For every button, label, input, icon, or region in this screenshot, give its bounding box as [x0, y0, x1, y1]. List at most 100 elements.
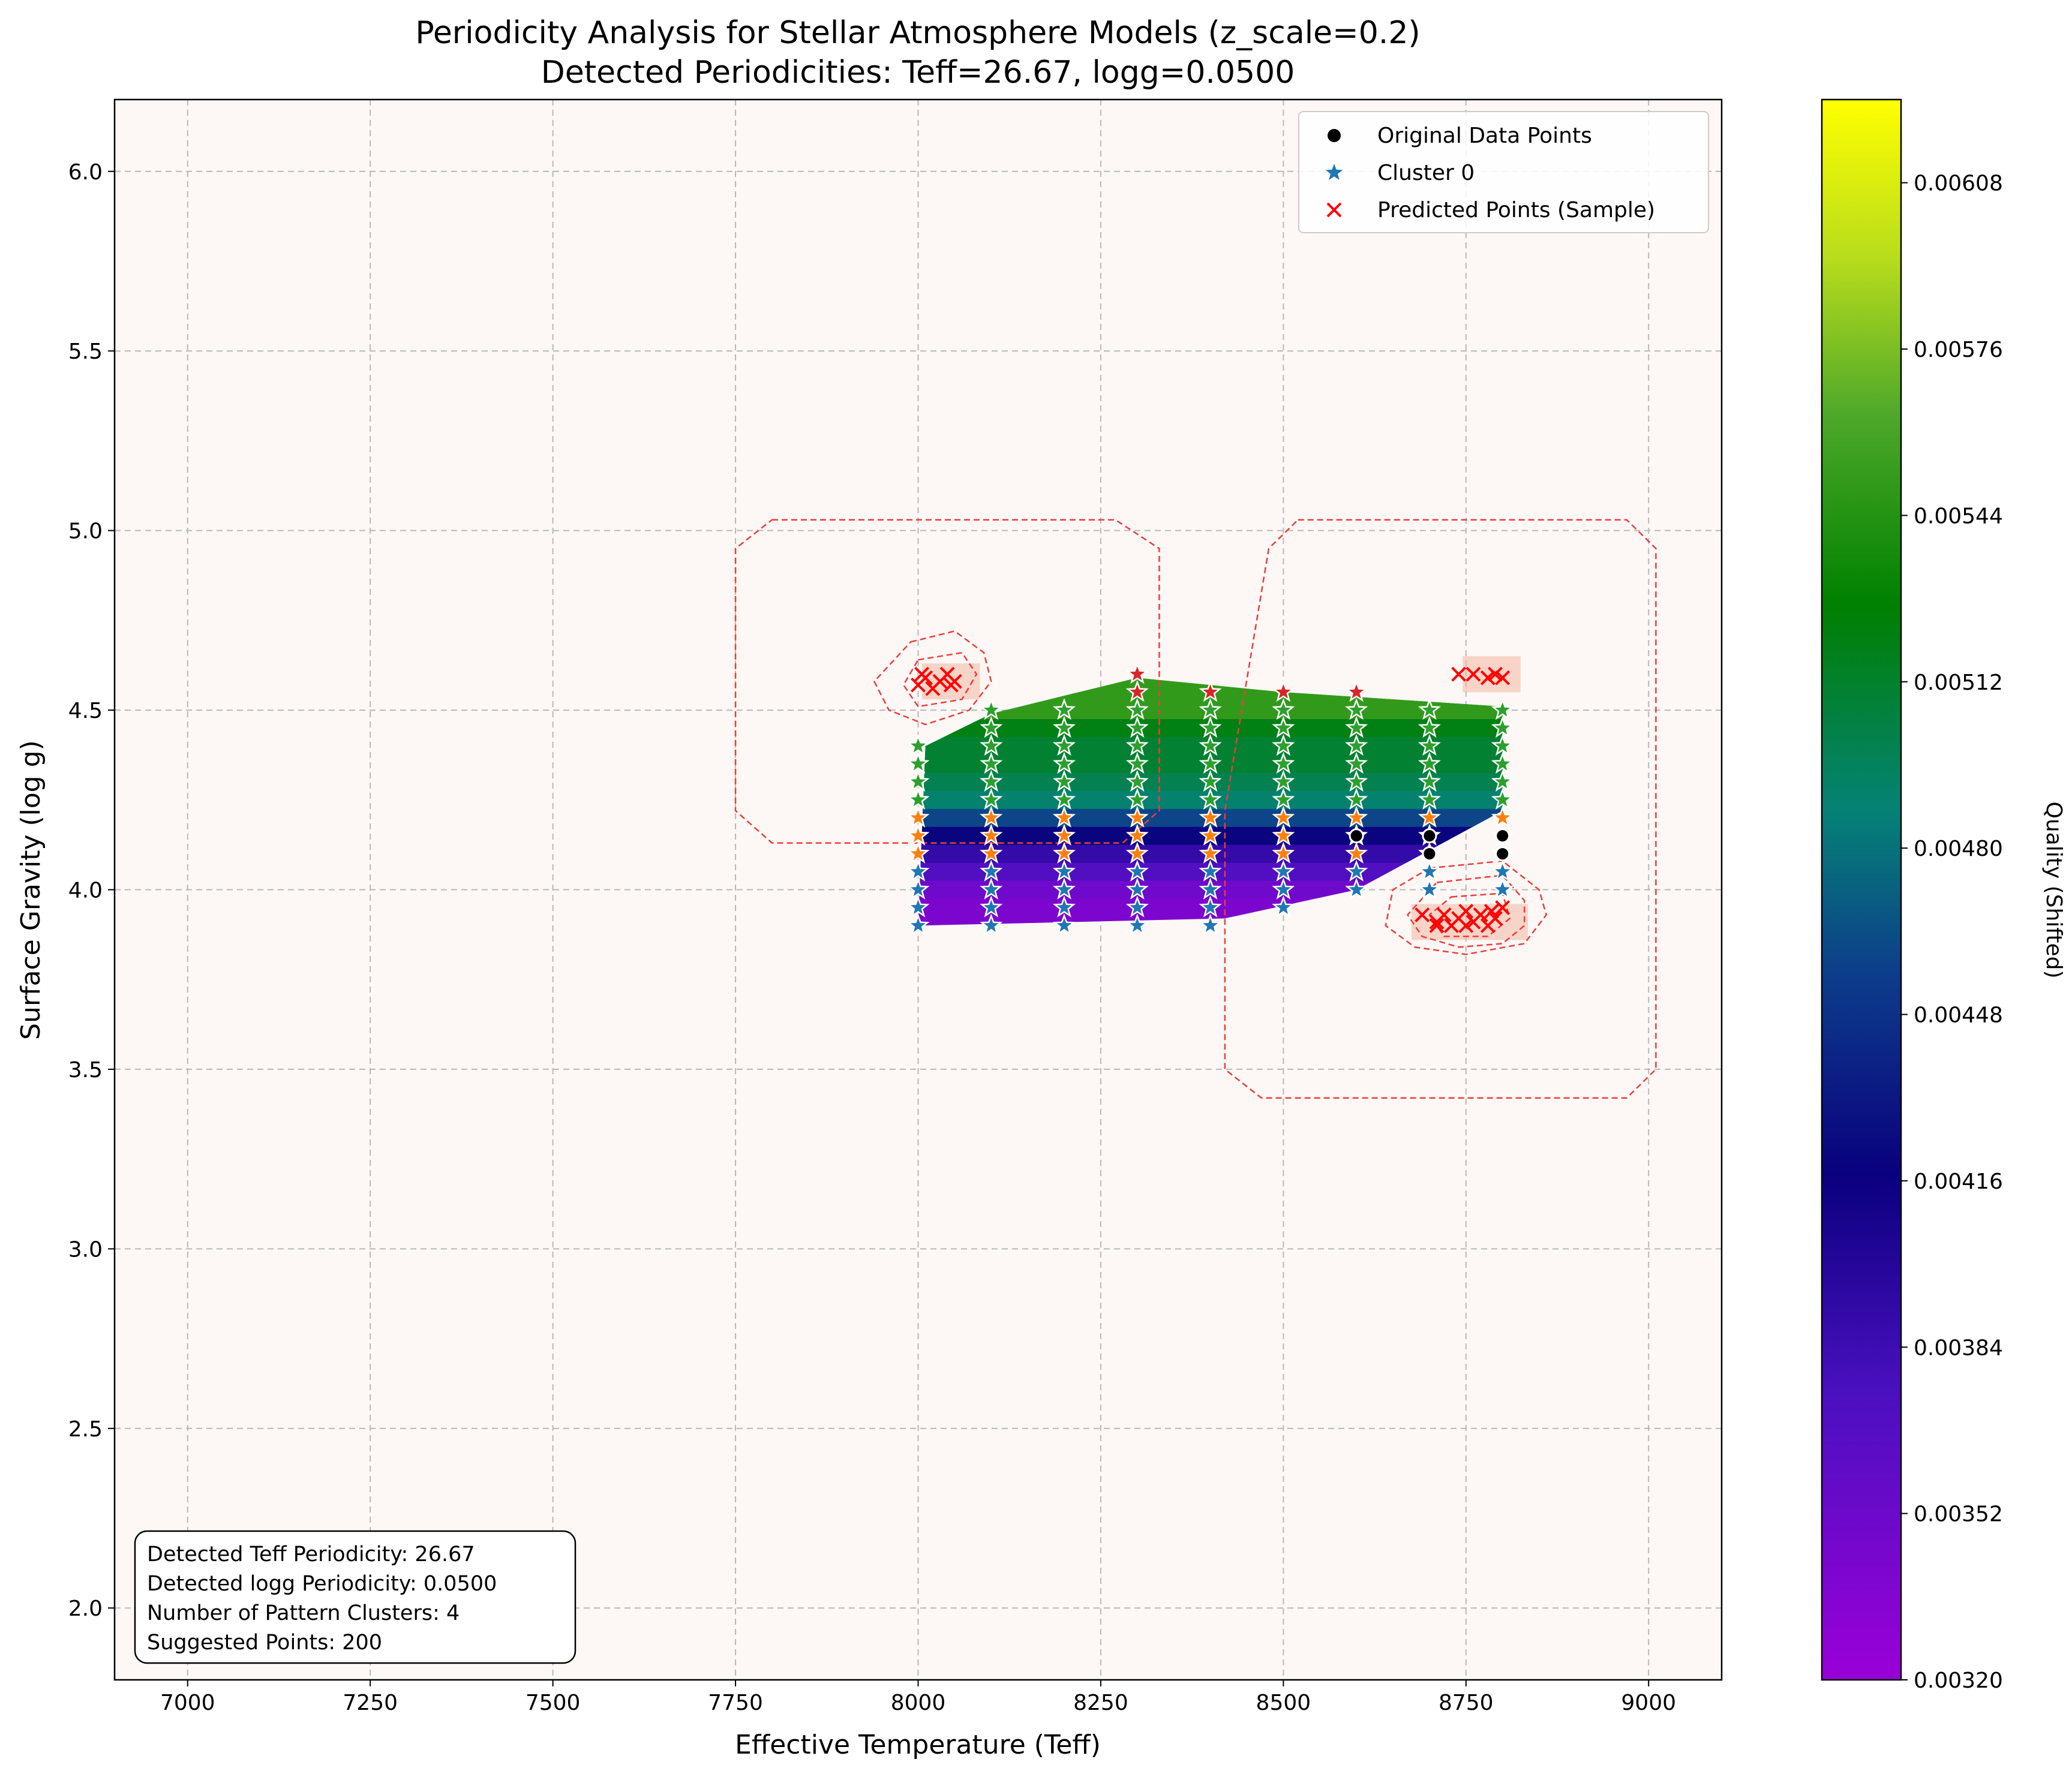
cluster-star	[1422, 738, 1437, 753]
predicted-point-stroke	[1436, 907, 1452, 922]
predicted-point	[1473, 907, 1488, 922]
predicted-point	[1429, 918, 1445, 933]
info-cluster-count: Number of Pattern Clusters: 4	[147, 1601, 460, 1625]
cluster-star	[1203, 864, 1218, 879]
cluster-star	[1056, 846, 1072, 861]
cluster-star	[983, 864, 999, 879]
original-point	[1422, 828, 1437, 844]
y-axis-label: Surface Gravity (log g)	[16, 740, 46, 1040]
predicted-point	[1436, 907, 1452, 922]
predicted-point	[1484, 904, 1499, 919]
cluster-star	[983, 738, 999, 753]
cluster-star	[1495, 720, 1510, 735]
original-point	[1349, 828, 1364, 844]
cluster-star	[1203, 702, 1218, 717]
cluster-star	[1276, 828, 1291, 843]
cluster-star	[1422, 864, 1437, 879]
cluster-star	[1130, 720, 1145, 735]
y-tick-label: 3.5	[68, 1058, 103, 1083]
density-patch	[922, 663, 980, 700]
cluster-star	[1349, 792, 1364, 807]
legend-circle-icon	[1328, 129, 1341, 142]
cluster-star	[1203, 810, 1218, 825]
predicted-point-stroke	[943, 677, 959, 693]
cluster-star	[1495, 882, 1510, 896]
contour-line	[1224, 519, 1657, 1099]
colorbar-tick-label: 0.00480	[1914, 837, 2003, 861]
x-tick-label: 8250	[1073, 1691, 1128, 1715]
colorbar-tick-label: 0.00512	[1914, 670, 2003, 695]
info-teff-periodicity: Detected Teff Periodicity: 26.67	[147, 1543, 475, 1566]
original-point	[1495, 846, 1511, 862]
cluster-star	[1495, 864, 1510, 879]
x-tick-label: 8500	[1256, 1691, 1311, 1715]
cluster-star	[1422, 792, 1437, 807]
cluster-star	[1056, 720, 1072, 735]
x-tick-label: 7750	[708, 1691, 763, 1715]
predicted-point	[1458, 904, 1474, 919]
cluster-star	[1276, 774, 1291, 789]
cluster-star	[1276, 846, 1291, 861]
cluster-star	[911, 810, 926, 825]
contour-line	[734, 519, 1160, 844]
cluster-star	[983, 918, 999, 932]
cluster-star	[1203, 828, 1218, 843]
colorbar-tick-label: 0.00320	[1914, 1668, 2003, 1693]
cluster-star	[1349, 756, 1364, 771]
cluster-star	[1130, 774, 1145, 789]
predicted-point-stroke	[914, 666, 930, 682]
colorbar-tick-label: 0.00544	[1914, 504, 2003, 528]
cluster-star	[911, 756, 926, 771]
cluster-star	[1495, 810, 1510, 825]
colorbar-tick-label: 0.00416	[1914, 1169, 2003, 1194]
cluster-star	[1349, 738, 1364, 753]
cluster-star	[1422, 810, 1437, 825]
predicted-point-stroke	[1458, 904, 1474, 919]
cluster-star	[1130, 756, 1145, 771]
info-box: Detected Teff Periodicity: 26.67 Detecte…	[134, 1530, 576, 1664]
legend-label-cluster: Cluster 0	[1377, 161, 1475, 185]
cluster-star	[1276, 702, 1291, 717]
predicted-point	[1466, 666, 1481, 682]
cluster-star	[1203, 684, 1218, 699]
predicted-point	[1488, 666, 1503, 682]
y-tick-label: 2.0	[68, 1596, 103, 1621]
cluster-star	[911, 846, 926, 861]
cluster-star	[983, 792, 999, 807]
colorbar: 0.00320 0.00352 0.00384 0.00416 0.00448 0.004…	[1821, 98, 2066, 1693]
predicted-point-stroke	[939, 666, 955, 682]
cluster-star	[1203, 720, 1218, 735]
cluster-star	[1349, 882, 1364, 896]
cluster-star	[1130, 828, 1145, 843]
colorbar-ticks: 0.00320 0.00352 0.00384 0.00416 0.00448 0.004…	[1901, 172, 2003, 1693]
predicted-point	[914, 666, 930, 682]
cluster-star	[1130, 792, 1145, 807]
original-data-points	[1349, 828, 1511, 862]
cluster-star	[1495, 702, 1510, 717]
cluster-star	[1349, 846, 1364, 861]
cluster-star	[983, 828, 999, 843]
cluster-star	[1056, 900, 1072, 914]
cluster-star	[1276, 864, 1291, 879]
cluster-star	[1130, 684, 1145, 699]
cluster-star	[1422, 720, 1437, 735]
y-tick-label: 4.0	[68, 879, 103, 903]
colorbar-tick-label: 0.00352	[1914, 1502, 2003, 1527]
cluster-star	[1056, 882, 1072, 896]
predicted-point-stroke	[1495, 900, 1511, 915]
predicted-point	[1451, 666, 1467, 682]
cluster-star	[1056, 864, 1072, 879]
colorbar-tick-label: 0.00608	[1914, 172, 2003, 196]
cluster-star	[1203, 738, 1218, 753]
contour-overlay	[734, 519, 1657, 1099]
cluster-star	[911, 738, 926, 753]
info-suggested-points: Suggested Points: 200	[147, 1631, 382, 1655]
cluster-star	[1056, 792, 1072, 807]
contour-line	[1406, 874, 1526, 948]
cluster-star	[1056, 738, 1072, 753]
cluster-star	[1422, 882, 1437, 896]
y-tick-label: 3.0	[68, 1237, 103, 1262]
cluster-star	[1130, 666, 1145, 681]
cluster-star	[1130, 900, 1145, 914]
